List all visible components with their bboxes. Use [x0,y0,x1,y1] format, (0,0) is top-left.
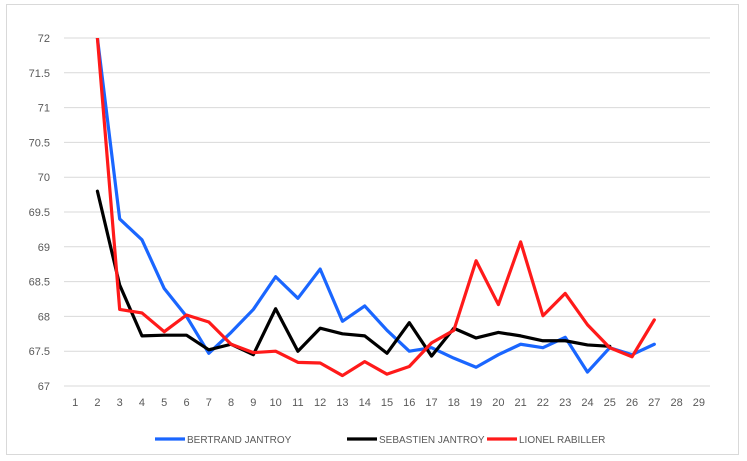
gridlines [64,37,710,387]
x-tick-label: 27 [648,397,660,409]
y-tick-label: 71.5 [29,68,50,80]
x-axis-ticks: 1 2 3 4 5 6 7 8 9 10 11 12 13 14 15 16 17 18 19 20 21 22 23 24 2… [72,397,705,409]
x-tick-label: 17 [425,397,437,409]
x-tick-label: 1 [72,397,78,409]
legend-label-sebastien-jantroy: SEBASTIEN JANTROY [379,435,485,446]
x-tick-label: 9 [250,397,256,409]
y-tick-label: 67 [38,381,50,393]
x-tick-label: 21 [515,397,527,409]
x-tick-label: 7 [206,397,212,409]
x-tick-label: 24 [581,397,593,409]
x-tick-label: 5 [161,397,167,409]
x-tick-label: 14 [359,397,371,409]
x-tick-label: 3 [117,397,123,409]
x-tick-label: 8 [228,397,234,409]
chart-frame [6,4,739,455]
y-tick-label: 70.5 [29,137,50,149]
y-tick-label: 72 [38,33,50,45]
x-tick-label: 6 [183,397,189,409]
x-tick-label: 15 [381,397,393,409]
y-tick-label: 67.5 [29,346,50,358]
x-tick-label: 29 [693,397,705,409]
series-line-bertrand-jantroy [95,38,656,374]
y-tick-label: 71 [38,103,50,115]
series-line-sebastien-jantroy [95,189,612,358]
x-tick-label: 25 [604,397,616,409]
series-lines [95,38,656,378]
legend-label-lionel-rabiller: LIONEL RABILLER [519,435,605,446]
x-tick-label: 10 [269,397,281,409]
x-tick-label: 2 [94,397,100,409]
y-tick-label: 68 [38,311,50,323]
x-tick-label: 23 [559,397,571,409]
x-tick-label: 13 [336,397,348,409]
x-tick-label: 12 [314,397,326,409]
x-tick-label: 26 [626,397,638,409]
y-tick-label: 69 [38,242,50,254]
x-tick-label: 28 [670,397,682,409]
series-line-lionel-rabiller [95,38,656,378]
y-tick-label: 69.5 [29,207,50,219]
x-tick-label: 20 [492,397,504,409]
x-tick-label: 4 [139,397,145,409]
x-tick-label: 19 [470,397,482,409]
y-tick-label: 70 [38,172,50,184]
y-axis-ticks: 67 67.5 68 68.5 69 69.5 70 70.5 71 71.5 72 [29,33,50,393]
y-tick-label: 68.5 [29,277,50,289]
x-tick-label: 22 [537,397,549,409]
legend: BERTRAND JANTROY SEBASTIEN JANTROY LIONEL … [155,435,605,446]
x-tick-label: 18 [448,397,460,409]
x-tick-label: 11 [292,397,303,409]
legend-label-bertrand-jantroy: BERTRAND JANTROY [187,435,292,446]
x-tick-label: 16 [403,397,415,409]
